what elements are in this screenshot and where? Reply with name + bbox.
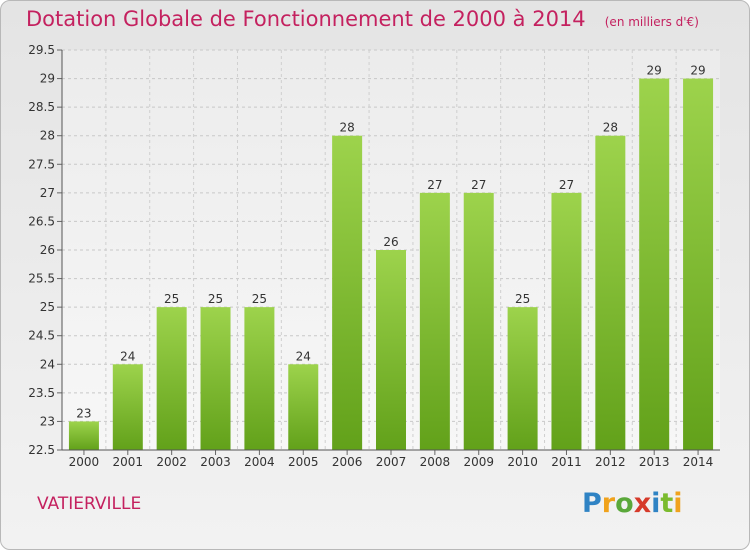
bar-value-label: 28: [603, 121, 618, 135]
bar: [200, 307, 231, 450]
bar-value-label: 24: [120, 349, 135, 363]
bar-value-label: 25: [252, 292, 267, 306]
bar: [595, 135, 626, 450]
y-tick-label: 25: [40, 300, 55, 314]
bar: [156, 307, 187, 450]
logo-letter: i: [651, 488, 661, 519]
bar-value-label: 27: [427, 178, 442, 192]
y-tick-label: 24: [40, 357, 55, 371]
x-tick-label: 2013: [639, 455, 670, 469]
logo-letter: x: [633, 488, 652, 519]
y-tick-label: 29.5: [28, 43, 55, 57]
bar: [332, 135, 363, 450]
location-name: VATIERVILLE: [37, 494, 142, 514]
bar-value-label: 28: [339, 121, 354, 135]
y-tick-label: 28: [40, 129, 55, 143]
bar-value-label: 25: [515, 292, 530, 306]
y-tick-label: 27: [40, 186, 55, 200]
x-tick-label: 2004: [244, 455, 275, 469]
axes: 22.5 23 23.5 24 24.5 25 25.5 26 26.5 27 27.5 28 28.5…: [28, 43, 720, 469]
chart-title: Dotation Globale de Fonctionnement de 20…: [26, 7, 699, 31]
bar-value-label: 24: [296, 349, 311, 363]
bar-value-label: 23: [76, 406, 91, 420]
y-tick-label: 24.5: [28, 329, 55, 343]
bar-value-label: 25: [208, 292, 223, 306]
y-tick-label: 26: [40, 243, 55, 257]
x-tick-label: 2000: [69, 455, 100, 469]
y-tick-label: 23.5: [28, 386, 55, 400]
chart-title-text: Dotation Globale de Fonctionnement de 20…: [26, 7, 586, 31]
bar-value-label: 25: [164, 292, 179, 306]
y-tick-label: 29: [40, 72, 55, 86]
bar: [288, 364, 319, 450]
logo-letter: i: [673, 488, 683, 519]
y-tick-label: 26.5: [28, 214, 55, 228]
bar-value-label: 26: [383, 235, 398, 249]
y-tick-label: 22.5: [28, 443, 55, 457]
bar-value-label: 29: [647, 64, 662, 78]
bars: 23 24 25 25 25 24 28 26 27 27 25 27 28 29 29: [68, 64, 714, 451]
x-tick-label: 2001: [113, 455, 144, 469]
y-tick-label: 25.5: [28, 272, 55, 286]
logo-letter: t: [660, 488, 674, 519]
bar: [507, 307, 538, 450]
bar: [639, 78, 670, 451]
bar-value-label: 27: [471, 178, 486, 192]
chart-unit: (en milliers d'€): [604, 15, 699, 29]
y-tick-label: 27.5: [28, 157, 55, 171]
bar-value-label: 27: [559, 178, 574, 192]
bar: [419, 192, 450, 450]
bar-value-label: 29: [690, 64, 705, 78]
bar: [463, 192, 494, 450]
bar: [244, 307, 275, 450]
logo-letter: r: [601, 488, 616, 519]
logo-letter: P: [582, 488, 602, 519]
bar: [376, 250, 406, 450]
x-tick-label: 2010: [507, 455, 538, 469]
x-tick-label: 2014: [683, 455, 714, 469]
x-tick-label: 2009: [463, 455, 494, 469]
bar: [68, 421, 99, 450]
x-tick-label: 2003: [200, 455, 231, 469]
x-tick-label: 2011: [551, 455, 582, 469]
bar: [112, 364, 143, 450]
x-tick-label: 2002: [156, 455, 187, 469]
x-tick-label: 2012: [595, 455, 626, 469]
x-tick-label: 2008: [420, 455, 451, 469]
y-tick-label: 23: [40, 414, 55, 428]
bar: [683, 78, 714, 451]
x-tick-label: 2005: [288, 455, 319, 469]
x-tick-label: 2007: [376, 455, 407, 469]
x-tick-label: 2006: [332, 455, 363, 469]
proxiti-logo[interactable]: Proxiti: [582, 488, 683, 519]
y-tick-label: 28.5: [28, 100, 55, 114]
bar: [551, 192, 582, 450]
logo-letter: o: [615, 488, 634, 519]
